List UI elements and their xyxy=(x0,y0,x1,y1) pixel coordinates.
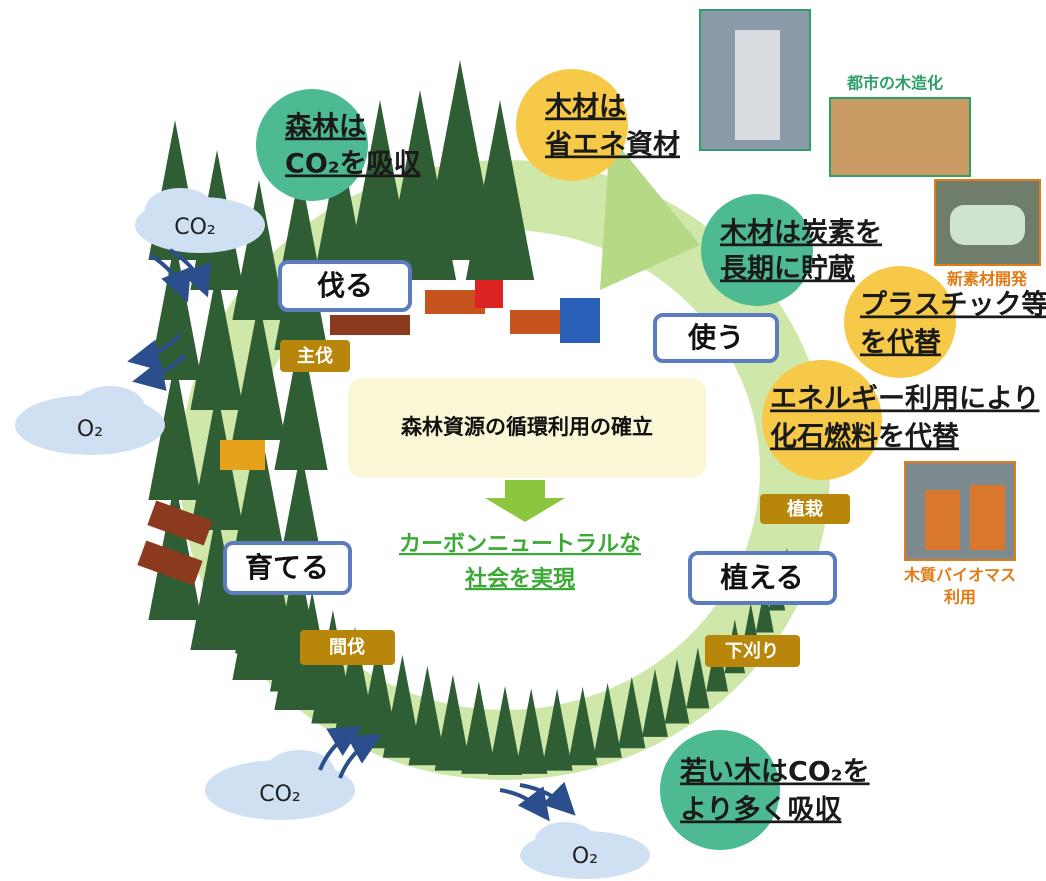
tag-label: 植栽 xyxy=(787,498,823,520)
photo-caption: 都市の木造化 xyxy=(846,74,943,93)
stage-label: 伐る xyxy=(317,269,373,302)
bubble-text: 若い木はCO₂を xyxy=(680,757,870,788)
bubble-text: 化石燃料を代替 xyxy=(770,422,960,453)
cloud-label: CO₂ xyxy=(259,782,301,807)
bubble-text: CO₂を吸収 xyxy=(285,149,422,180)
bubble xyxy=(516,69,628,181)
stage-label: 使う xyxy=(687,321,744,354)
photo-caption: 木質バイオマス xyxy=(903,566,1016,585)
tag-label: 下刈り xyxy=(725,640,779,662)
excavator xyxy=(220,440,265,470)
center-title: 森林資源の循環利用の確立 xyxy=(401,415,653,439)
down-arrow xyxy=(485,480,565,522)
bubble xyxy=(844,266,956,378)
cloud-label: O₂ xyxy=(77,417,103,442)
photo-interior xyxy=(830,98,970,176)
bubble-text: エネルギー利用により xyxy=(770,384,1039,415)
stage-label: 育てる xyxy=(245,551,329,584)
photo-car-body xyxy=(950,205,1025,245)
logs xyxy=(330,315,410,335)
bubble-text: 省エネ資材 xyxy=(545,130,680,161)
bubble-text: プラスチック等 xyxy=(860,289,1046,321)
bubble-text: 森林は xyxy=(285,112,366,143)
cloud-label: CO₂ xyxy=(174,215,216,240)
bubble-text: 木材は炭素を xyxy=(719,218,882,249)
photo-caption: 利用 xyxy=(944,588,976,607)
photo-building-tower xyxy=(735,30,780,140)
photo-biomass-boiler xyxy=(925,490,960,550)
stage-label: 植える xyxy=(720,561,803,594)
log-truck-cab xyxy=(560,298,600,343)
bubble xyxy=(256,89,368,201)
result-text: 社会を実現 xyxy=(465,566,575,592)
diagram: 都市の木造化 新素材開発 木質バイオマス 利用 CO₂ O₂ CO₂ O₂ 森林… xyxy=(0,0,1046,881)
tag-label: 主伐 xyxy=(297,345,333,367)
photo-biomass-boiler xyxy=(970,485,1005,550)
bubble-text: 木材は xyxy=(544,92,626,123)
bubble xyxy=(660,730,780,850)
bubble-text: 長期に貯蔵 xyxy=(720,254,855,285)
bubble-text: より多く吸収 xyxy=(680,795,842,826)
result-text: カーボンニュートラルな xyxy=(399,532,641,557)
bubble-text: を代替 xyxy=(860,328,942,359)
log-truck-cab xyxy=(475,280,503,308)
bubble xyxy=(762,360,882,480)
cloud-label: O₂ xyxy=(572,844,598,869)
tag-label: 間伐 xyxy=(329,636,365,658)
photo-caption: 新素材開発 xyxy=(947,270,1028,289)
bubble xyxy=(701,194,813,306)
